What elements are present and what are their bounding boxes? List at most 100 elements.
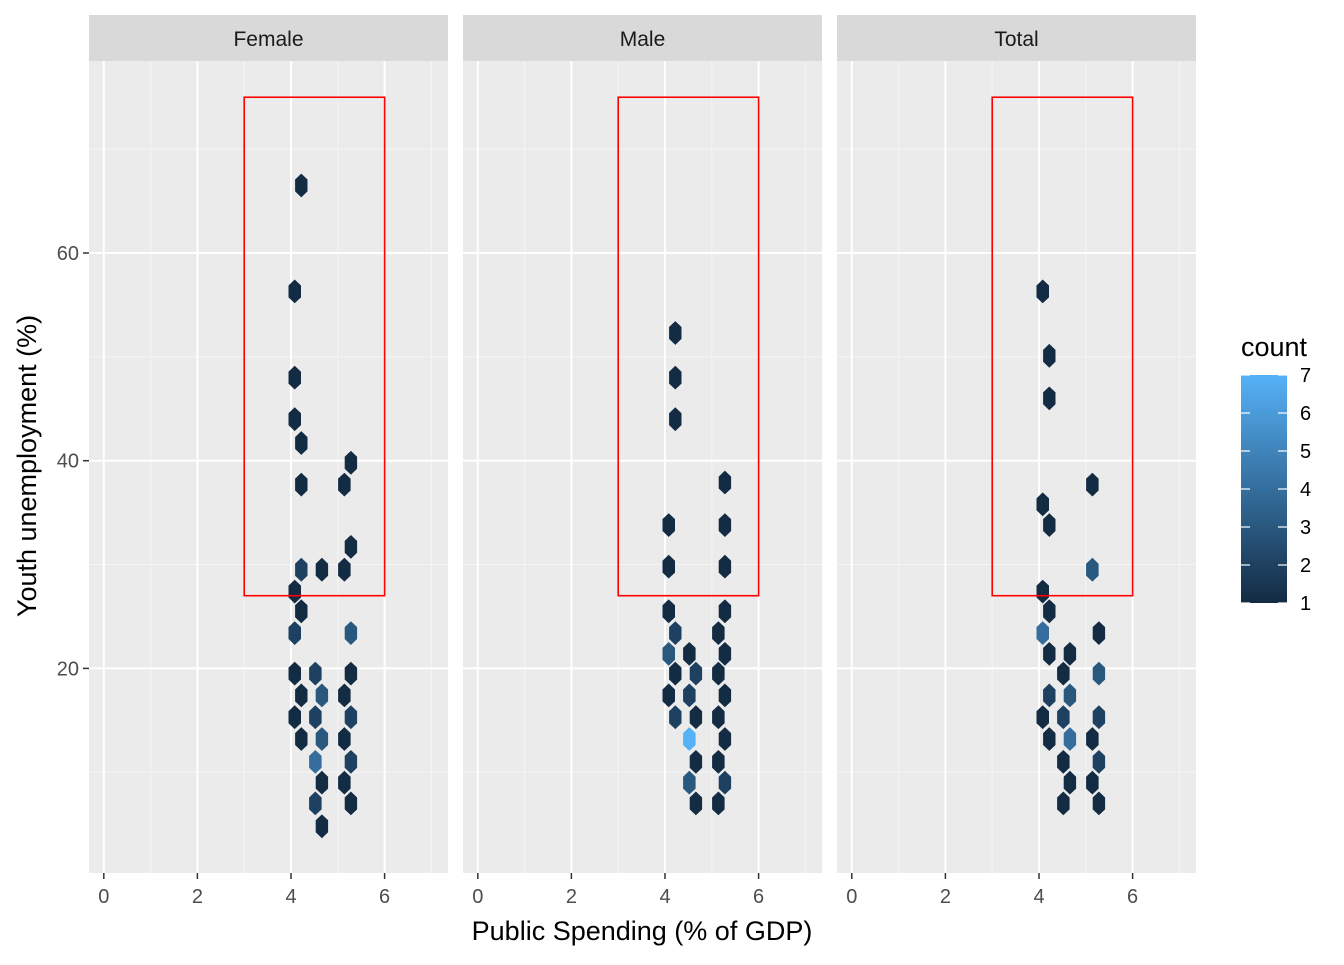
hexbin-cell [1043,513,1056,537]
facet-panel-total: Total 0 2 4 6 [837,15,1196,908]
hexbin-cell [1043,683,1056,708]
x-tick-label: 4 [285,886,296,908]
hexbin-cell [344,621,358,645]
hexbin-cell [309,750,322,774]
hexbin-cell [1063,727,1077,751]
facet-strip-label: Male [620,28,666,51]
hexbin-cell [683,770,696,795]
hexbin-cell [1092,750,1106,774]
hexbin-cell [689,791,703,816]
hexbin-cell [1092,705,1106,730]
hexbin-cell [295,431,308,455]
highlight-rectangle [617,96,760,597]
hexbin-cell [1086,770,1099,795]
x-tick-label: 4 [659,886,670,908]
hexbin-cell [1036,705,1049,730]
facet-strip-label: Total [994,28,1038,51]
hexbin-cell [662,554,675,579]
hexbin-cell [344,450,358,475]
x-tick-label: 6 [1127,886,1138,908]
hexbin-cell [288,579,301,604]
hexbin-cell [718,513,732,537]
hexbin-cell [669,705,682,730]
facet-panels: Female 0 2 4 6 Male 0 2 4 6 Total 0 2 4 6 [89,15,1196,908]
hexbin-cell [712,705,725,730]
hexbin-cell [315,770,329,795]
hexbin-cell [288,407,301,432]
panel-background [837,61,1196,873]
legend-tick-label: 1 [1300,593,1311,615]
legend-tick-label: 2 [1300,555,1311,577]
hexbin-cell [662,683,675,708]
hexbin-cell [1057,791,1070,816]
hexbin-cell [309,791,322,816]
x-tick-label: 0 [472,886,483,908]
facet-panel-female: Female 0 2 4 6 [89,15,448,908]
hexbin-cell [1043,727,1056,751]
y-tick-label: 60 [57,243,79,265]
x-tick-label: 4 [1033,886,1044,908]
hexbin-cell [1036,621,1049,645]
x-tick-label: 0 [846,886,857,908]
hexbin-cell [288,279,301,304]
hexbin-cell [315,727,329,751]
hexbin-cell [309,661,322,686]
facet-strip-label: Female [233,28,303,51]
hexbin-cell [669,365,682,390]
hexbin-cell [1057,705,1070,730]
hexbin-cell [1036,579,1049,604]
x-tick-label: 6 [753,886,764,908]
hexbin-cell [669,621,682,645]
hexbin-cell [338,727,351,751]
hexbin-cell [295,683,308,708]
hexbin-cell [1043,599,1056,624]
highlight-rectangle [243,96,386,597]
legend-tick-label: 6 [1300,403,1311,425]
hexbin-cell [1057,661,1070,686]
facet-strip [463,15,822,61]
x-axis-title: Public Spending (% of GDP) [472,916,813,946]
facet-strip [837,15,1196,61]
hexbin-cell [689,750,703,774]
hexbin-cell [718,642,732,666]
legend-title: count [1241,332,1308,362]
hexbin-cell [295,727,308,751]
y-axis-title: Youth unemployment (%) [12,315,42,617]
hexbin-cell [1043,343,1056,368]
hexbin-cell [1057,750,1070,774]
hexbin-cell [1063,642,1077,666]
hexbin-cell [315,683,329,708]
hexbin-cell [689,661,703,686]
panel-background [89,61,448,873]
legend-tick-label: 7 [1300,365,1311,387]
hexbin-cell [1063,770,1077,795]
hexbin-cell [718,554,732,579]
hexbin-cell [662,513,675,537]
hexbin-cell [712,621,725,645]
legend: count 1 2 3 4 5 6 7 [1241,332,1311,615]
hexbin-cell [1043,642,1056,666]
y-axis: 20 40 60 [57,243,89,680]
hexbin-cell [718,727,732,751]
hexbin-cell [344,705,358,730]
hexbin-cell [669,407,682,432]
hexbin-cell [1043,386,1056,411]
x-tick-label: 2 [192,886,203,908]
hexbin-cell [309,705,322,730]
hexbin-cell [338,557,351,582]
x-tick-label: 2 [566,886,577,908]
hexbin-cell [288,705,301,730]
hexbin-cell [662,599,675,624]
hexbin-cell [718,770,732,795]
hexbin-cell [1063,683,1077,708]
hexbin-cell [662,642,675,666]
hexbin-cell [718,683,732,708]
hexbin-cell [288,365,301,390]
hexbin-cell [338,770,351,795]
hexbin-cell [669,661,682,686]
hexbin-cell [315,814,329,839]
hexbin-cell [689,705,703,730]
hexbin-cell [338,683,351,708]
hexbin-cell [1092,621,1106,645]
